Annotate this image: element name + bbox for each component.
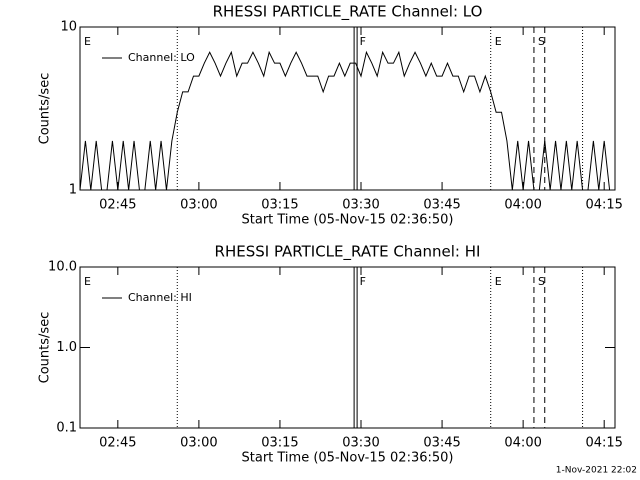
x-tick-label: 04:15 bbox=[585, 436, 622, 451]
y-tick-label: 0.1 bbox=[56, 421, 77, 436]
x-tick-label: 03:00 bbox=[180, 198, 217, 213]
y-tick-label: 10.0 bbox=[48, 260, 77, 275]
x-tick-label: 04:00 bbox=[504, 198, 541, 213]
x-tick-label: 03:45 bbox=[423, 436, 460, 451]
y-tick-label: 1.0 bbox=[56, 340, 77, 355]
panel-title: RHESSI PARTICLE_RATE Channel: LO bbox=[213, 3, 483, 22]
x-tick-label: 02:45 bbox=[99, 436, 136, 451]
y-tick-label: 10 bbox=[60, 20, 77, 35]
footer: 1-Nov-2021 22:02 bbox=[556, 466, 637, 476]
x-tick-label: 03:30 bbox=[342, 436, 379, 451]
marker-label: E bbox=[84, 275, 91, 288]
marker-label: F bbox=[360, 35, 366, 48]
x-tick-label: 03:15 bbox=[261, 436, 298, 451]
marker-label: E bbox=[495, 35, 502, 48]
marker-label: S bbox=[538, 275, 545, 288]
panel-title: RHESSI PARTICLE_RATE Channel: HI bbox=[215, 243, 481, 262]
legend-label: Channel: HI bbox=[128, 291, 192, 304]
marker-label: S bbox=[538, 35, 545, 48]
x-tick-label: 03:00 bbox=[180, 436, 217, 451]
x-tick-label: 03:30 bbox=[342, 198, 379, 213]
x-tick-label: 04:00 bbox=[504, 436, 541, 451]
y-axis-label: Counts/sec bbox=[38, 312, 53, 384]
x-axis-label: Start Time (05-Nov-15 02:36:50) bbox=[242, 451, 454, 466]
x-tick-label: 03:15 bbox=[261, 198, 298, 213]
y-axis-label: Counts/sec bbox=[38, 73, 53, 145]
x-tick-label: 04:15 bbox=[585, 198, 622, 213]
marker-label: E bbox=[84, 35, 91, 48]
marker-label: E bbox=[495, 275, 502, 288]
marker-label: F bbox=[360, 275, 366, 288]
plot-frame bbox=[79, 26, 616, 191]
series-line bbox=[79, 50, 611, 191]
y-tick-label: 1 bbox=[69, 183, 77, 198]
x-tick-label: 02:45 bbox=[99, 198, 136, 213]
x-tick-label: 03:45 bbox=[423, 198, 460, 213]
legend-label: Channel: LO bbox=[128, 51, 195, 64]
x-axis-label: Start Time (05-Nov-15 02:36:50) bbox=[242, 213, 454, 228]
